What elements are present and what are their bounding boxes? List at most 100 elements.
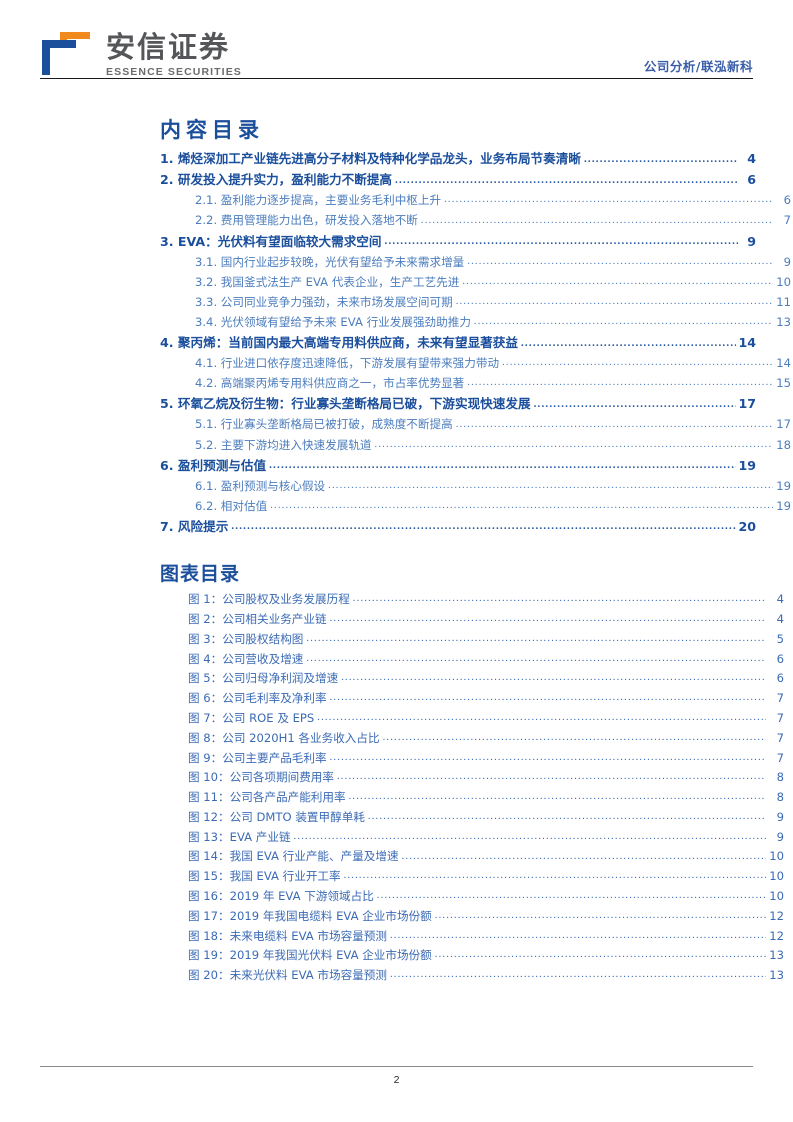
toc-entry[interactable]: 6.2. 相对估值...............................… [195,500,791,513]
figure-entry-label: 图 8：公司 2020H1 各业务收入占比 [188,730,380,745]
figure-entry[interactable]: 图 6：公司毛利率及净利率...........................… [188,693,784,705]
figure-entry-label: 图 17：2019 年我国电缆料 EVA 企业市场份额 [188,908,432,923]
leader-dots: ........................................… [520,337,737,349]
figure-entry[interactable]: 图 5：公司归母净利润及增速..........................… [188,673,784,685]
figure-entry[interactable]: 图 7：公司 ROE 及 EPS........................… [188,710,784,725]
figure-entry-page: 7 [776,691,784,706]
toc-entry-page: 19 [776,478,791,493]
toc-entry-label: 4.2. 高端聚丙烯专用料供应商之一，市占率优势显著 [195,376,465,391]
leader-dots: ........................................… [328,480,773,491]
leader-dots: ........................................… [348,792,766,803]
toc-entry-label: 6.1. 盈利预测与核心假设 [195,478,326,493]
table-of-contents: 1. 烯烃深加工产业链先进高分子材料及特种化学品龙头，业务布局节奏清晰.....… [160,153,791,534]
figure-entry-page: 8 [776,770,784,785]
page-header: 安信证券 ESSENCE SECURITIES 公司分析/联泓新科 [40,18,753,80]
toc-entry-label: 1. 烯烃深加工产业链先进高分子材料及特种化学品龙头，业务布局节奏清晰 [160,151,581,167]
figure-entry[interactable]: 图 3：公司股权结构图.............................… [188,633,784,646]
toc-entry[interactable]: 4.1. 行业进口依存度迅速降低，下游发展有望带来强力带动...........… [195,358,791,370]
figure-entry-label: 图 4：公司营收及增速 [188,651,304,666]
leader-dots: ........................................… [336,772,766,783]
toc-entry[interactable]: 2.2. 费用管理能力出色，研发投入落地不断..................… [195,215,791,227]
toc-entry-page: 9 [747,233,756,249]
figure-entry-label: 图 20：未来光伏料 EVA 市场容量预测 [188,968,387,983]
toc-entry[interactable]: 5.2. 主要下游均进入快速发展轨道......................… [195,437,791,452]
figure-entry-label: 图 13：EVA 产业链 [188,829,291,844]
toc-entry[interactable]: 5. 环氧乙烷及衍生物：行业寡头垄断格局已破，下游实现快速发展.........… [160,398,756,411]
leader-dots: ........................................… [473,317,773,328]
figure-entry-label: 图 6：公司毛利率及净利率 [188,691,327,706]
toc-entry[interactable]: 3.1. 国内行业起步较晚，光伏有望给予未来需求增量..............… [195,256,791,269]
toc-entry-label: 2.2. 费用管理能力出色，研发投入落地不断 [195,213,418,228]
toc-entry[interactable]: 3. EVA：光伏料有望面临较大需求空间....................… [160,233,756,249]
leader-dots: ........................................… [467,256,773,267]
toc-entry-label: 3.4. 光伏领域有望给予未来 EVA 行业发展强劲助推力 [195,314,471,329]
toc-entry-page: 14 [776,356,791,371]
figure-entry-label: 图 10：公司各项期间费用率 [188,770,334,785]
figure-entry[interactable]: 图 8：公司 2020H1 各业务收入占比...................… [188,730,784,745]
toc-entry[interactable]: 2. 研发投入提升实力，盈利能力不断提高....................… [160,174,756,187]
figure-entry[interactable]: 图 20：未来光伏料 EVA 市场容量预测...................… [188,970,784,982]
toc-entry-label: 4.1. 行业进口依存度迅速降低，下游发展有望带来强力带动 [195,356,500,371]
toc-entry[interactable]: 1. 烯烃深加工产业链先进高分子材料及特种化学品龙头，业务布局节奏清晰.....… [160,153,756,166]
footer-divider [40,1066,753,1067]
leader-dots: ........................................… [376,891,766,902]
leader-dots: ........................................… [306,633,766,644]
figure-entry[interactable]: 图 15：我国 EVA 行业开工率.......................… [188,871,784,883]
leader-dots: ........................................… [389,930,766,941]
figure-entry[interactable]: 图 16：2019 年 EVA 下游领域占比..................… [188,890,784,903]
figure-entry-page: 10 [769,849,784,864]
figure-entry[interactable]: 图 1：公司股权及业务发展历程.........................… [188,594,784,606]
toc-entry-label: 2. 研发投入提升实力，盈利能力不断提高 [160,172,393,188]
toc-entry[interactable]: 4. 聚丙烯：当前国内最大高端专用料供应商，未来有望显著获益..........… [160,336,756,350]
toc-entry-page: 19 [738,457,756,473]
figure-entry[interactable]: 图 11：公司各产品产能利用率.........................… [188,791,784,804]
toc-entry-page: 4 [747,151,756,167]
toc-entry-page: 6 [747,172,756,188]
figure-index-list: 图 1：公司股权及业务发展历程.........................… [160,594,784,981]
figure-entry[interactable]: 图 12：公司 DMTO 装置甲醇单耗.....................… [188,811,784,824]
leader-dots: ........................................… [401,851,766,862]
figure-entry-label: 图 15：我国 EVA 行业开工率 [188,869,341,884]
toc-entry[interactable]: 6.1. 盈利预测与核心假设..........................… [195,478,791,493]
toc-entry-label: 6. 盈利预测与估值 [160,457,267,473]
figure-entry[interactable]: 图 9：公司主要产品毛利率...........................… [188,750,784,765]
toc-entry-page: 11 [776,294,791,309]
figure-entry-page: 13 [769,948,784,963]
leader-dots: ........................................… [533,398,737,410]
page-content: 内容目录 1. 烯烃深加工产业链先进高分子材料及特种化学品龙头，业务布局节奏清晰… [160,118,791,990]
figure-entry[interactable]: 图 10：公司各项期间费用率..........................… [188,772,784,784]
leader-dots: ........................................… [367,811,766,822]
toc-entry[interactable]: 7. 风险提示.................................… [160,520,756,534]
essence-logo-icon [40,32,94,78]
figure-entry-page: 13 [769,968,784,983]
figure-entry[interactable]: 图 13：EVA 产业链............................… [188,829,784,844]
leader-dots: ........................................… [329,693,766,704]
toc-entry[interactable]: 3.2. 我国釜式法生产 EVA 代表企业，生产工艺先进............… [195,276,791,289]
figure-entry[interactable]: 图 17：2019 年我国电缆料 EVA 企业市场份额.............… [188,908,784,923]
toc-entry[interactable]: 2.1. 盈利能力逐步提高，主要业务毛利中枢上升................… [195,195,791,207]
figure-index-heading: 图表目录 [160,563,241,586]
leader-dots: ........................................… [455,296,773,307]
figure-entry-page: 4 [776,592,784,607]
figure-entry-page: 7 [776,710,784,725]
toc-entry[interactable]: 5.1. 行业寡头垄断格局已被打破，成熟度不断提高...............… [195,419,791,431]
figure-entry-label: 图 2：公司相关业务产业链 [188,612,327,627]
toc-entry[interactable]: 4.2. 高端聚丙烯专用料供应商之一，市占率优势显著..............… [195,378,791,390]
leader-dots: ........................................… [317,713,766,724]
figure-entry[interactable]: 图 14：我国 EVA 行业产能、产量及增速..................… [188,851,784,863]
leader-dots: ........................................… [420,215,773,226]
toc-entry[interactable]: 6. 盈利预测与估值..............................… [160,457,756,473]
leader-dots: ........................................… [434,910,766,921]
leader-dots: ........................................… [384,236,739,248]
figure-entry[interactable]: 图 18：未来电缆料 EVA 市场容量预测...................… [188,930,784,943]
figure-entry-page: 6 [776,671,784,686]
leader-dots: ........................................… [341,673,766,684]
toc-entry[interactable]: 3.4. 光伏领域有望给予未来 EVA 行业发展强劲助推力...........… [195,314,791,329]
toc-entry[interactable]: 3.3. 公司同业竞争力强劲，未来市场发展空间可期...............… [195,294,791,309]
figure-entry-page: 4 [776,612,784,627]
figure-entry[interactable]: 图 4：公司营收及增速.............................… [188,651,784,666]
figure-entry-label: 图 9：公司主要产品毛利率 [188,750,327,765]
figure-entry[interactable]: 图 19：2019 年我国光伏料 EVA 企业市场份额.............… [188,950,784,962]
figure-entry[interactable]: 图 2：公司相关业务产业链...........................… [188,612,784,627]
toc-entry-label: 5.2. 主要下游均进入快速发展轨道 [195,437,372,452]
